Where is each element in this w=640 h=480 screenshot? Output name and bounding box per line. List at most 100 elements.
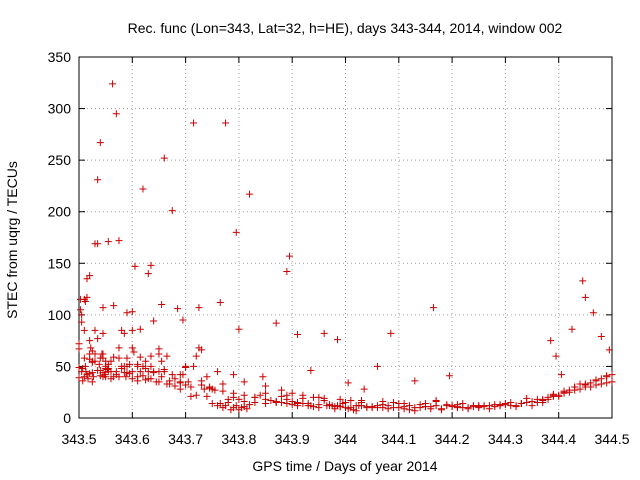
data-point <box>475 402 483 410</box>
x-tick-label: 343.6 <box>115 431 150 447</box>
data-point <box>320 329 328 337</box>
data-point <box>78 311 86 319</box>
data-point <box>246 190 254 198</box>
data-point <box>128 326 136 334</box>
data-point <box>320 394 328 402</box>
data-point <box>144 270 152 278</box>
data-point <box>120 329 128 337</box>
data-point <box>160 154 168 162</box>
data-point <box>592 376 600 384</box>
data-point <box>104 238 112 246</box>
data-point <box>603 379 611 387</box>
x-tick-label: 343.8 <box>221 431 256 447</box>
data-point <box>88 378 96 386</box>
x-tick-label: 343.7 <box>168 431 203 447</box>
data-point <box>195 344 203 352</box>
data-point <box>219 387 227 395</box>
data-point <box>87 344 95 352</box>
data-point <box>334 336 342 344</box>
data-point <box>102 364 110 372</box>
data-point <box>421 400 429 408</box>
data-point <box>176 385 184 393</box>
data-point <box>94 176 102 184</box>
data-point <box>597 333 605 341</box>
data-point <box>166 377 174 385</box>
data-point <box>99 304 107 312</box>
data-point <box>88 357 96 365</box>
data-point <box>400 400 408 408</box>
data-point <box>79 377 87 385</box>
data-point <box>315 401 323 409</box>
data-point <box>190 362 198 370</box>
data-point <box>96 139 104 147</box>
data-point <box>123 369 131 377</box>
data-point <box>243 405 251 413</box>
data-point <box>507 399 515 407</box>
data-point <box>110 353 118 361</box>
data-point <box>128 344 136 352</box>
data-point <box>379 397 387 405</box>
data-point <box>360 385 368 393</box>
data-point <box>565 388 573 396</box>
data-point <box>232 402 240 410</box>
data-point <box>448 402 456 410</box>
data-point <box>128 308 136 316</box>
data-point <box>411 404 419 412</box>
data-point <box>131 262 139 270</box>
data-point <box>232 228 240 236</box>
data-point <box>118 364 126 372</box>
data-point <box>464 404 472 412</box>
data-point <box>251 393 259 401</box>
data-point <box>603 372 611 380</box>
data-point <box>112 110 120 118</box>
data-point <box>235 325 243 333</box>
data-point <box>288 389 296 397</box>
data-point <box>171 375 179 383</box>
data-point <box>278 386 286 394</box>
data-point <box>168 371 176 379</box>
y-tick-label: 300 <box>48 101 72 117</box>
data-point <box>605 346 613 354</box>
data-point <box>147 362 155 370</box>
data-point <box>94 240 102 248</box>
data-point <box>75 363 83 371</box>
data-point <box>501 400 509 408</box>
data-point <box>75 345 83 353</box>
grid <box>79 57 612 418</box>
data-point <box>203 373 211 381</box>
data-point <box>347 404 355 412</box>
x-tick-label: 343.9 <box>275 431 310 447</box>
data-point <box>187 392 195 400</box>
data-point <box>299 391 307 399</box>
data-point <box>123 354 131 362</box>
data-point <box>142 357 150 365</box>
data-point <box>78 368 86 376</box>
data-point <box>139 372 147 380</box>
data-point <box>246 401 254 409</box>
y-tick-label: 150 <box>48 255 72 271</box>
data-point <box>278 392 286 400</box>
data-point <box>75 374 83 382</box>
data-point <box>171 382 179 390</box>
data-point <box>216 298 224 306</box>
data-point <box>112 371 120 379</box>
data-point <box>579 277 587 285</box>
data-point <box>216 400 224 408</box>
x-tick-label: 344.5 <box>594 431 629 447</box>
data-point <box>485 402 493 410</box>
data-point <box>560 387 568 395</box>
data-point <box>174 305 182 313</box>
data-point <box>222 119 230 127</box>
data-point <box>581 293 589 301</box>
data-point <box>294 330 302 338</box>
data-point <box>158 357 166 365</box>
data-point <box>147 352 155 360</box>
data-point <box>272 319 280 327</box>
data-point <box>336 395 344 403</box>
data-point <box>368 403 376 411</box>
data-point <box>288 401 296 409</box>
data-point <box>608 371 616 379</box>
data-point <box>272 397 280 405</box>
data-point <box>155 350 163 358</box>
data-point <box>136 325 144 333</box>
